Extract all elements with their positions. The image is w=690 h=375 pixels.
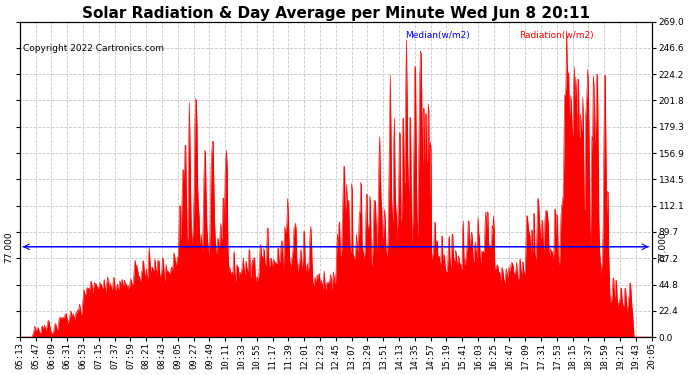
Text: Median(w/m2): Median(w/m2)	[405, 31, 470, 40]
Title: Solar Radiation & Day Average per Minute Wed Jun 8 20:11: Solar Radiation & Day Average per Minute…	[81, 6, 590, 21]
Text: 77.000: 77.000	[5, 231, 14, 262]
Text: 77.000: 77.000	[658, 231, 667, 262]
Text: Copyright 2022 Cartronics.com: Copyright 2022 Cartronics.com	[23, 44, 164, 53]
Text: Radiation(w/m2): Radiation(w/m2)	[519, 31, 593, 40]
